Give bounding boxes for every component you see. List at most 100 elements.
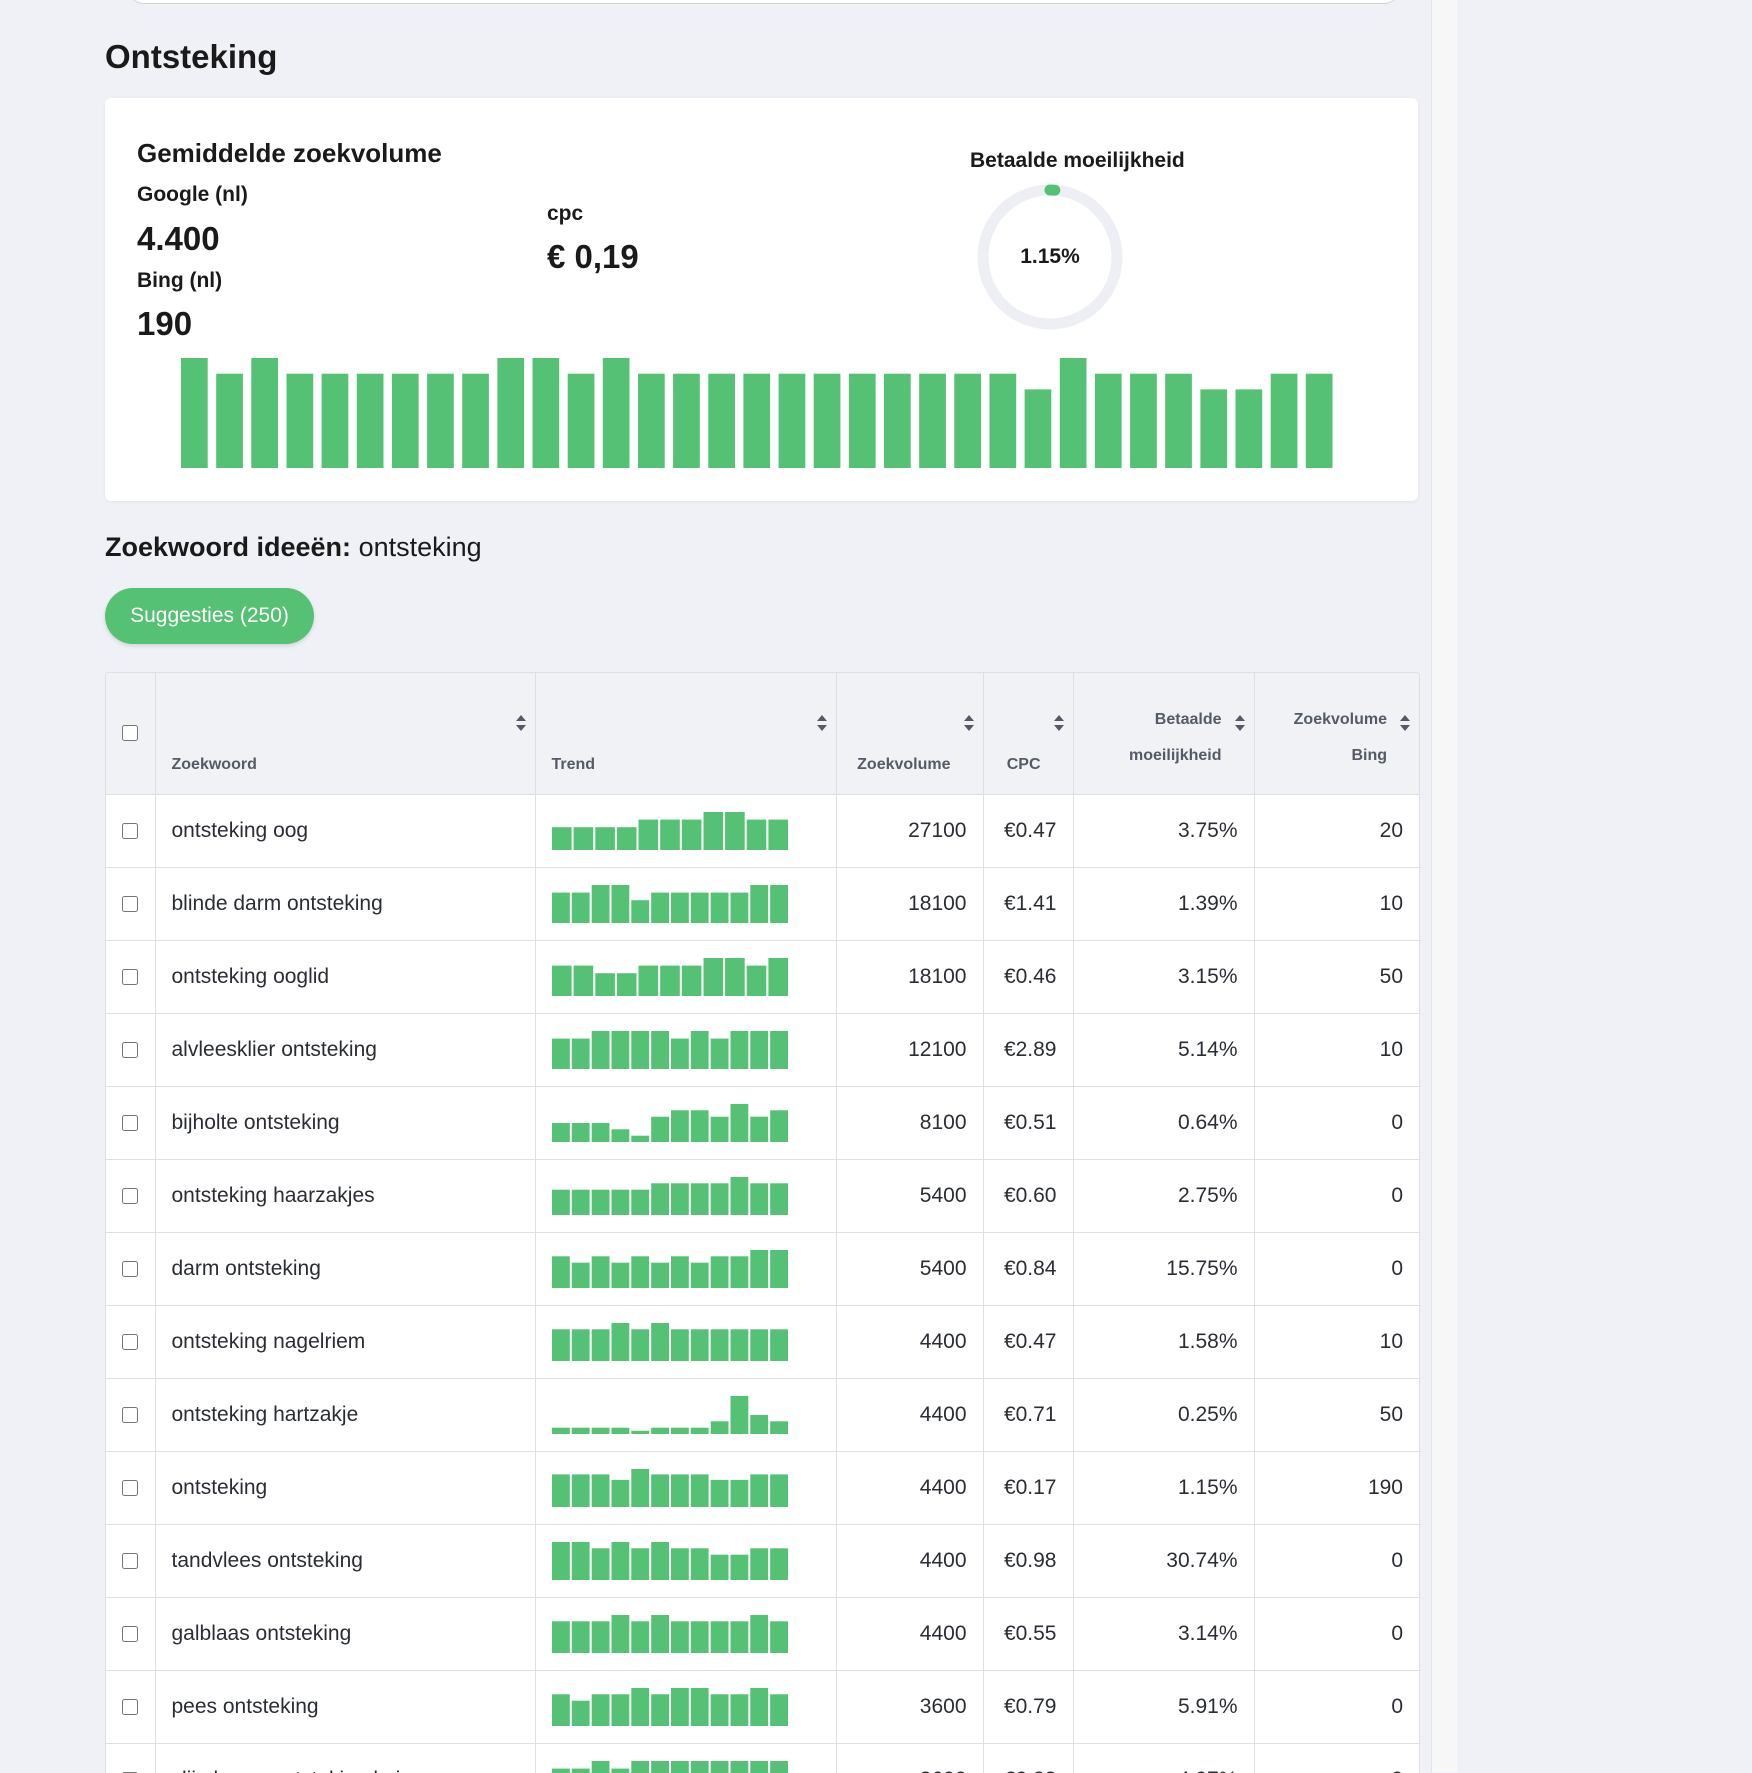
bing-volume-cell: 50 [1254, 1379, 1419, 1452]
trend-cell [535, 1087, 836, 1160]
trend-bar [710, 1621, 728, 1653]
row-checkbox[interactable] [122, 1042, 138, 1058]
keyword-cell[interactable]: ontsteking ooglid [155, 941, 535, 1014]
search-bar[interactable] [128, 0, 1400, 4]
row-checkbox[interactable] [122, 823, 138, 839]
volume-bar [1060, 358, 1087, 468]
row-checkbox[interactable] [122, 1334, 138, 1350]
trend-bar [573, 966, 593, 996]
column-header-cpc[interactable]: CPC [983, 673, 1073, 795]
keyword-cell[interactable]: blinde darm ontsteking [155, 868, 535, 941]
trend-cell [535, 795, 836, 868]
trend-bar [651, 1615, 669, 1653]
bing-volume-cell: 0 [1254, 1233, 1419, 1306]
keyword-cell[interactable]: galblaas ontsteking [155, 1598, 535, 1671]
bing-volume: 190 [137, 305, 192, 343]
keyword-cell[interactable]: pees ontsteking [155, 1671, 535, 1744]
row-checkbox[interactable] [122, 1261, 138, 1277]
trend-bar [591, 885, 609, 923]
trend-bar [750, 1117, 768, 1142]
keyword-cell[interactable]: alvleesklier ontsteking [155, 1014, 535, 1087]
trend-bar [631, 1256, 649, 1288]
trend-bar [571, 1621, 589, 1653]
row-checkbox[interactable] [122, 969, 138, 985]
sort-icon[interactable] [816, 714, 828, 732]
row-checkbox[interactable] [122, 1626, 138, 1642]
row-checkbox[interactable] [122, 896, 138, 912]
volume-trend-chart [181, 358, 1341, 468]
keyword-cell[interactable]: ontsteking [155, 1452, 535, 1525]
trend-bar [768, 958, 788, 996]
column-header-keyword[interactable]: Zoekwoord [155, 673, 535, 795]
keyword-cell[interactable]: darm ontsteking [155, 1233, 535, 1306]
trend-bar [746, 820, 766, 850]
trend-bar [571, 1542, 589, 1580]
row-checkbox[interactable] [122, 1407, 138, 1423]
trend-bar [690, 1329, 708, 1361]
suggestions-button[interactable]: Suggesties (250) [105, 588, 314, 644]
trend-bar [631, 1329, 649, 1361]
trend-bar [631, 1761, 649, 1773]
keyword-cell[interactable]: slijmbeurs ontsteking knie [155, 1744, 535, 1773]
sort-icon[interactable] [515, 714, 527, 732]
column-header-trend[interactable]: Trend [535, 673, 836, 795]
select-all-checkbox[interactable] [122, 725, 138, 741]
trend-sparkline [552, 958, 788, 996]
keyword-ideas-title: Zoekwoord ideeën: ontsteking [105, 532, 482, 563]
trend-bar [591, 1190, 609, 1215]
trend-bar [770, 1250, 788, 1288]
trend-bar [690, 1031, 708, 1069]
trend-bar [710, 1555, 728, 1580]
trend-bar [631, 1688, 649, 1726]
trend-bar [770, 1694, 788, 1726]
row-checkbox[interactable] [122, 1699, 138, 1715]
volume-bar [1095, 374, 1122, 468]
table-row[interactable]: slijmbeurs ontsteking knie3600€0.834.97%… [106, 1744, 1419, 1773]
trend-bar [703, 812, 723, 850]
trend-bar [770, 1110, 788, 1142]
row-select-cell [106, 1160, 155, 1233]
trend-bar [552, 827, 572, 850]
keyword-cell[interactable]: tandvlees ontsteking [155, 1525, 535, 1598]
sort-icon[interactable] [963, 714, 975, 732]
row-checkbox[interactable] [122, 1480, 138, 1496]
sort-icon[interactable] [1053, 714, 1065, 732]
row-checkbox[interactable] [122, 1188, 138, 1204]
trend-bar [651, 893, 669, 923]
trend-bar [651, 1183, 669, 1215]
volume-cell: 18100 [836, 941, 983, 1014]
cpc-cell: €0.55 [983, 1598, 1073, 1671]
volume-bar [954, 374, 981, 468]
row-checkbox[interactable] [122, 1115, 138, 1131]
keyword-cell[interactable]: ontsteking hartzakje [155, 1379, 535, 1452]
keyword-cell[interactable]: ontsteking oog [155, 795, 535, 868]
volume-bar [919, 374, 946, 468]
keyword-cell[interactable]: bijholte ontsteking [155, 1087, 535, 1160]
sort-icon[interactable] [1399, 714, 1411, 732]
column-header-volume[interactable]: Zoekvolume [836, 673, 983, 795]
trend-bar [591, 1123, 609, 1142]
trend-bar [710, 1329, 728, 1361]
trend-bar [671, 1183, 689, 1215]
keyword-cell[interactable]: ontsteking haarzakjes [155, 1160, 535, 1233]
sort-icon[interactable] [1234, 714, 1246, 732]
trend-bar [671, 1548, 689, 1580]
keyword-cell[interactable]: ontsteking nagelriem [155, 1306, 535, 1379]
row-checkbox[interactable] [122, 1553, 138, 1569]
